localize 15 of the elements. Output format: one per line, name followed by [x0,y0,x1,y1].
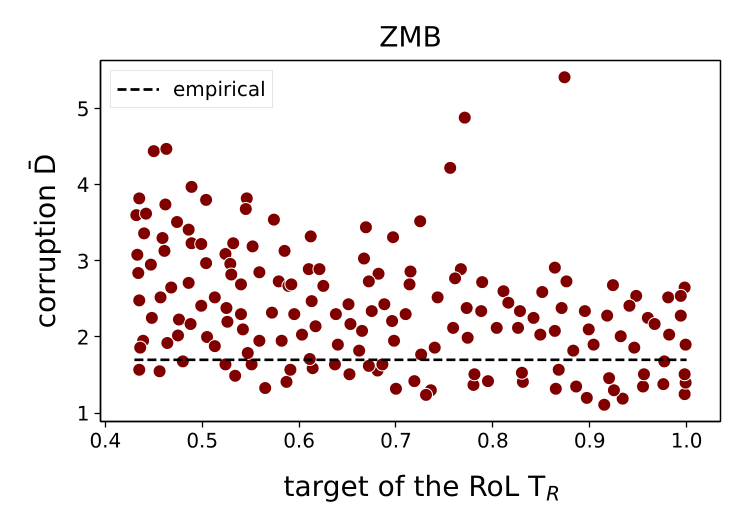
y-tick-label: 5 [76,96,90,121]
x-tick-label: 0.6 [283,428,316,452]
x-tick-label: 0.4 [89,428,122,452]
y-axis-title: corruption D̄ [28,154,62,328]
y-tick-label: 1 [76,402,90,426]
chart-title: ZMB [379,20,442,54]
y-tick-label: 4 [76,173,90,198]
x-tick-label: 0.5 [186,428,218,452]
x-tick-label: 0.7 [380,428,412,452]
x-tick-label: 1.0 [670,428,703,452]
y-tick-label: 3 [76,249,90,274]
x-tick-label: 0.8 [476,428,509,452]
y-tick-label: 2 [76,325,90,350]
x-tick-label: 0.9 [574,428,606,452]
legend-label: empirical [173,77,266,101]
